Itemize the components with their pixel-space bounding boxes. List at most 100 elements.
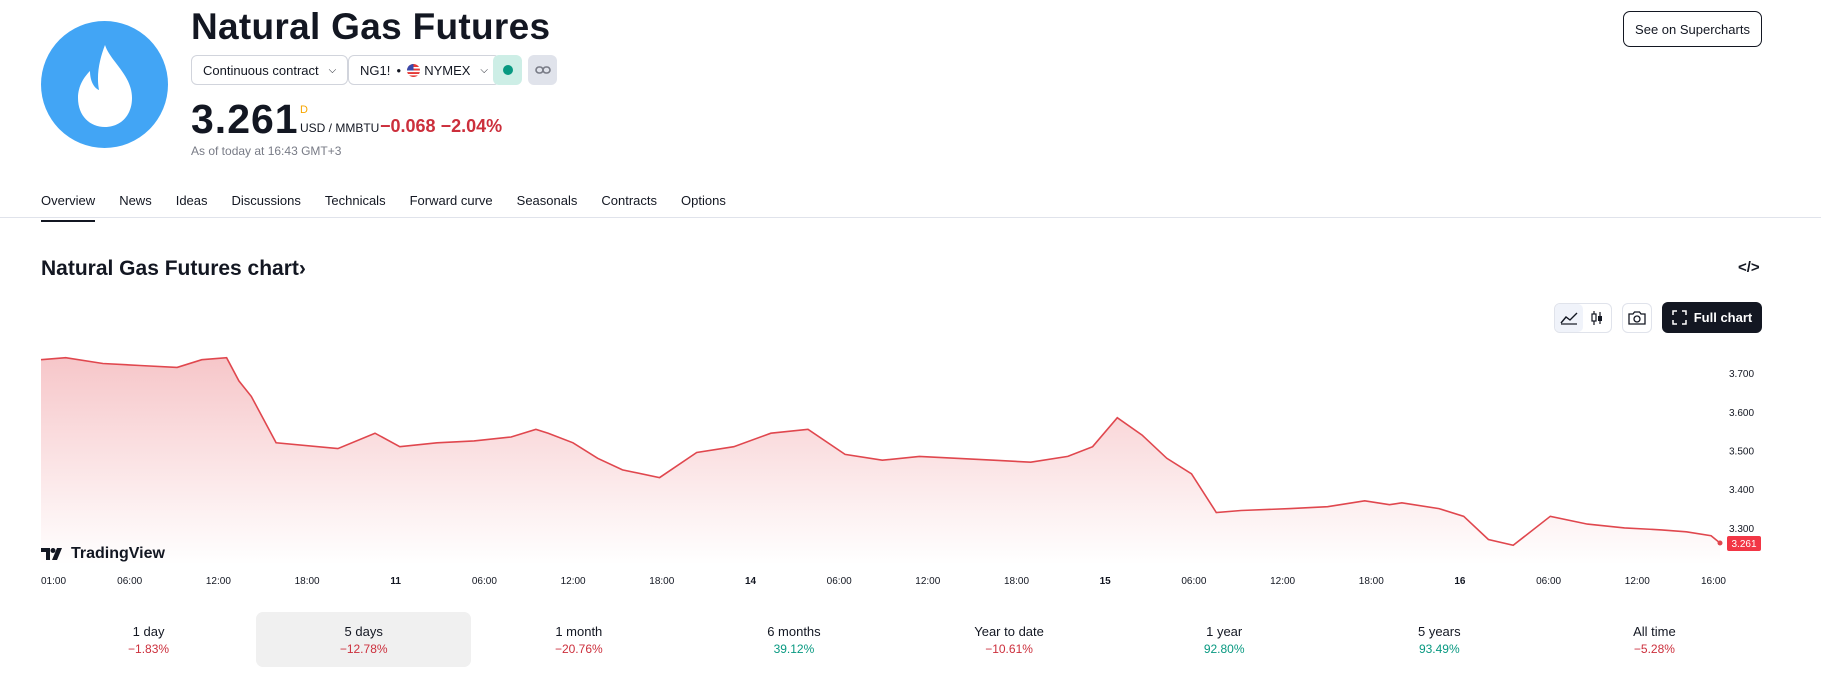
range-value: 93.49% [1418, 641, 1460, 656]
range-label: All time [1633, 623, 1676, 639]
change-value: −0.068 [380, 116, 436, 136]
x-tick-label: 11 [390, 576, 401, 587]
range-5-days[interactable]: 5 days −12.78% [256, 612, 472, 667]
range-value: −1.83% [128, 641, 170, 656]
range-6-months[interactable]: 6 months 39.12% [686, 612, 901, 667]
candles-icon [1591, 311, 1602, 325]
range-label: 1 day [132, 623, 165, 639]
contract-select-label: Continuous contract [203, 62, 319, 78]
chevron-down-icon: ⌵ [328, 64, 337, 76]
tab-seasonals[interactable]: Seasonals [516, 193, 578, 208]
y-tick-label: 3.300 [1729, 524, 1754, 535]
exchange-label: NYMEX [424, 62, 471, 78]
x-tick-label: 12:00 [1270, 576, 1295, 587]
range-value: 92.80% [1203, 641, 1245, 656]
tab-discussions[interactable]: Discussions [231, 193, 301, 208]
x-tick-label: 06:00 [117, 576, 142, 587]
tab-news[interactable]: News [119, 193, 152, 208]
symbol-logo [41, 21, 168, 148]
tab-options[interactable]: Options [681, 193, 726, 208]
price-line [40, 356, 1721, 547]
range-label: 6 months [767, 623, 821, 639]
candles-chart-button[interactable] [1583, 304, 1611, 332]
x-tick-label: 14 [745, 576, 757, 587]
link-button[interactable] [528, 55, 557, 85]
tradingview-logo-icon [41, 548, 62, 560]
range-1-year[interactable]: 1 year 92.80% [1117, 612, 1332, 667]
range-value: −5.28% [1633, 641, 1675, 656]
range-label: 1 month [555, 623, 603, 639]
x-tick-label: 15 [1100, 576, 1112, 587]
area-chart-icon [1560, 312, 1578, 325]
x-tick-label: 06:00 [827, 576, 852, 587]
page-title: Natural Gas Futures [191, 6, 551, 47]
y-tick-label: 3.600 [1729, 408, 1754, 419]
price-unit: USD / MMBTU [300, 121, 380, 135]
price-area [41, 357, 1720, 565]
y-tick-label: 3.500 [1729, 447, 1754, 458]
y-axis: 3.700 3.600 3.500 3.400 3.300 [1729, 369, 1754, 535]
tradingview-wordmark: TradingView [71, 545, 165, 562]
chart-title: Natural Gas Futures chart [41, 257, 299, 280]
tradingview-logo[interactable]: TradingView [41, 545, 165, 563]
range-value: −12.78% [339, 641, 388, 656]
embed-code-icon[interactable]: </> [1738, 259, 1760, 276]
range-value: −10.61% [985, 641, 1033, 656]
x-tick-label: 18:00 [295, 576, 320, 587]
x-tick-label: 18:00 [1359, 576, 1384, 587]
range-selector: 1 day −1.83% 5 days −12.78% 1 month −20.76%… [41, 612, 1762, 667]
chevron-right-icon: › [298, 257, 306, 280]
symbol-exchange-select[interactable]: NG1! ● NYMEX ⌵ [348, 55, 501, 85]
last-price-label: 3.261 [1727, 536, 1761, 551]
range-value: 39.12% [773, 641, 815, 656]
change-percent: −2.04% [440, 116, 503, 136]
x-tick-label: 06:00 [1181, 576, 1206, 587]
last-price-value: 3.261 [1731, 539, 1756, 550]
chevron-down-icon: ⌵ [480, 64, 489, 76]
symbol-label: NG1! [360, 62, 391, 78]
range-label: 5 days [344, 623, 383, 639]
range-label: Year to date [974, 623, 1044, 639]
range-value: −20.76% [554, 641, 603, 656]
y-tick-label: 3.700 [1729, 369, 1754, 380]
range-year-to-date[interactable]: Year to date −10.61% [902, 612, 1117, 667]
section-tabs: Overview News Ideas Discussions Technica… [41, 193, 750, 222]
tab-technicals[interactable]: Technicals [324, 193, 386, 208]
price-chart[interactable]: 3.700 3.600 3.500 3.400 3.300 01:00 06:00 12:0… [0, 340, 1821, 595]
x-tick-label: 12:00 [206, 576, 231, 587]
range-all-time[interactable]: All time −5.28% [1547, 612, 1762, 667]
range-label: 5 years [1417, 623, 1461, 639]
area-chart-button[interactable] [1555, 304, 1583, 332]
tab-ideas[interactable]: Ideas [175, 193, 208, 208]
range-1-day[interactable]: 1 day −1.83% [41, 612, 256, 667]
x-tick-label: 12:00 [1625, 576, 1650, 587]
market-status-button[interactable] [493, 55, 522, 85]
delayed-marker: D [300, 104, 308, 116]
flag-us-icon [407, 63, 421, 77]
fullscreen-icon [1671, 310, 1687, 325]
range-5-years[interactable]: 5 years 93.49% [1332, 612, 1547, 667]
x-tick-label: 18:00 [649, 576, 674, 587]
snapshot-button[interactable] [1622, 303, 1652, 333]
full-chart-button[interactable]: Full chart [1662, 302, 1762, 333]
camera-icon [1628, 311, 1646, 325]
x-tick-label: 12:00 [915, 576, 940, 587]
full-chart-label: Full chart [1693, 310, 1753, 325]
see-on-supercharts-button[interactable]: See on Supercharts [1623, 11, 1762, 47]
x-tick-label: 06:00 [1536, 576, 1561, 587]
tab-overview[interactable]: Overview [41, 193, 96, 222]
tab-forward-curve[interactable]: Forward curve [409, 193, 493, 208]
tabs-divider [0, 217, 1821, 218]
flame-icon [77, 44, 132, 127]
x-tick-label: 16:00 [1701, 576, 1726, 587]
last-price: 3.261 [191, 96, 299, 142]
chart-title-link[interactable]: Natural Gas Futures chart› [41, 257, 306, 281]
tab-contracts[interactable]: Contracts [601, 193, 658, 208]
x-tick-label: 06:00 [472, 576, 497, 587]
x-tick-label: 16 [1454, 576, 1466, 587]
x-tick-label: 12:00 [561, 576, 586, 587]
x-tick-label: 18:00 [1004, 576, 1029, 587]
contract-select[interactable]: Continuous contract ⌵ [191, 55, 349, 85]
market-status-icon [502, 65, 513, 75]
range-1-month[interactable]: 1 month −20.76% [471, 612, 686, 667]
